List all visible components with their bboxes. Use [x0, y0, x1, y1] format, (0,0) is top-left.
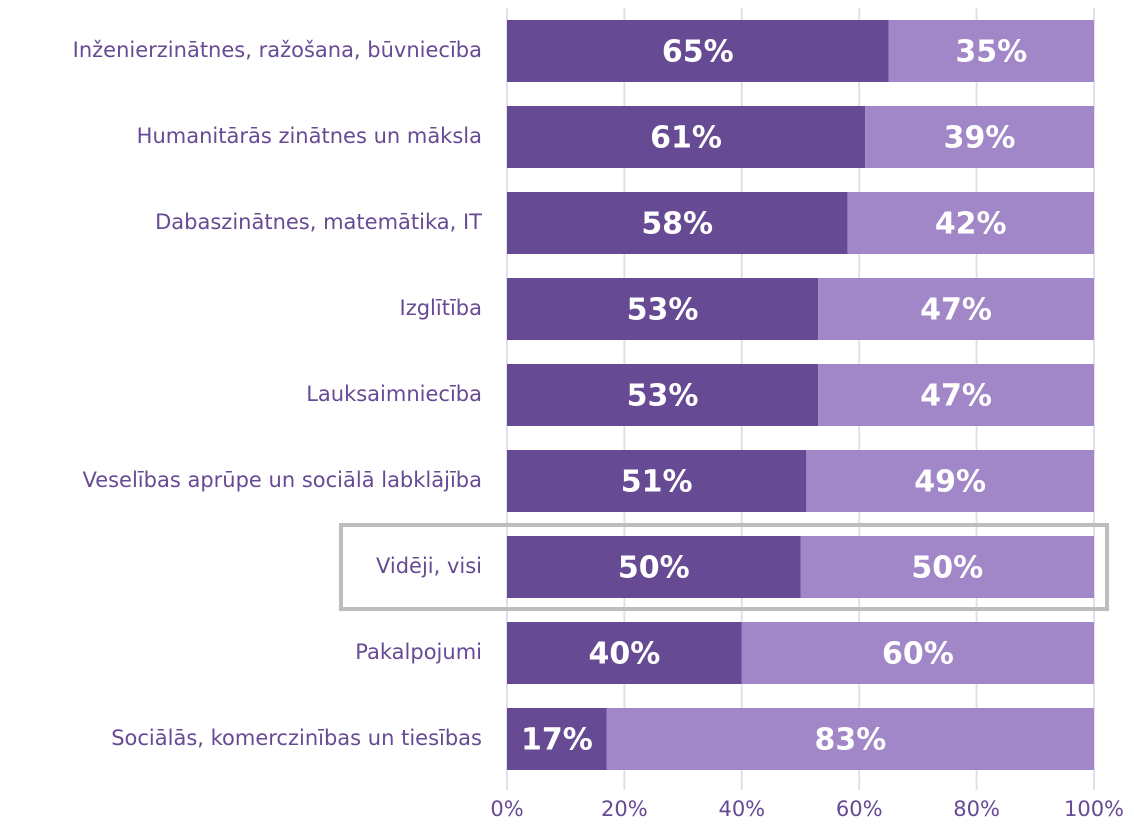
category-label: Sociālās, komerczinības un tiesības: [111, 726, 482, 750]
category-label: Lauksaimniecība: [306, 382, 482, 406]
bar-segment: [507, 364, 819, 426]
value-label: 50%: [618, 551, 690, 586]
category-label: Inženierzinātnes, ražošana, būvniecība: [73, 38, 482, 62]
bar-segment: [507, 708, 607, 770]
bar-segment: [507, 192, 848, 254]
value-label: 61%: [650, 121, 722, 156]
value-label: 39%: [944, 121, 1016, 156]
value-label: 47%: [920, 379, 992, 414]
bar-segment: [818, 278, 1094, 340]
value-label: 58%: [641, 207, 713, 242]
bar-segment: [888, 20, 1094, 82]
value-label: 51%: [621, 465, 693, 500]
bar-segment: [507, 106, 866, 168]
value-label: 53%: [627, 379, 699, 414]
highlight-box: [339, 523, 1109, 611]
x-tick-label: 100%: [1064, 797, 1124, 821]
category-label: Izglītība: [400, 296, 482, 320]
value-label: 47%: [920, 293, 992, 328]
bar-segment: [507, 622, 742, 684]
value-label: 49%: [914, 465, 986, 500]
value-label: 53%: [627, 293, 699, 328]
category-label: Veselības aprūpe un sociālā labklājība: [82, 468, 482, 492]
bar-segment: [507, 450, 807, 512]
category-label: Pakalpojumi: [355, 640, 482, 664]
category-label: Humanitārās zinātnes un māksla: [137, 124, 482, 148]
x-tick-label: 40%: [718, 797, 765, 821]
x-tick-label: 20%: [601, 797, 648, 821]
x-tick-label: 60%: [836, 797, 883, 821]
value-label: 42%: [935, 207, 1007, 242]
bar-segment: [507, 20, 889, 82]
category-label: Dabaszinātnes, matemātika, IT: [155, 210, 482, 234]
value-label: 83%: [814, 723, 886, 758]
bar-segment: [865, 106, 1094, 168]
bar-segment: [507, 536, 801, 598]
bar-segment: [847, 192, 1094, 254]
value-label: 65%: [662, 35, 734, 70]
value-label: 35%: [955, 35, 1027, 70]
bar-segment: [606, 708, 1094, 770]
x-tick-label: 80%: [953, 797, 1000, 821]
x-tick-label: 0%: [490, 797, 523, 821]
value-label: 50%: [911, 551, 983, 586]
category-label: Vidēji, visi: [376, 554, 482, 578]
value-label: 40%: [588, 637, 660, 672]
value-label: 60%: [882, 637, 954, 672]
bar-segment: [741, 622, 1094, 684]
bar-segment: [806, 450, 1094, 512]
bar-segment: [818, 364, 1094, 426]
bar-segment: [507, 278, 819, 340]
bar-segment: [800, 536, 1094, 598]
value-label: 17%: [521, 723, 593, 758]
